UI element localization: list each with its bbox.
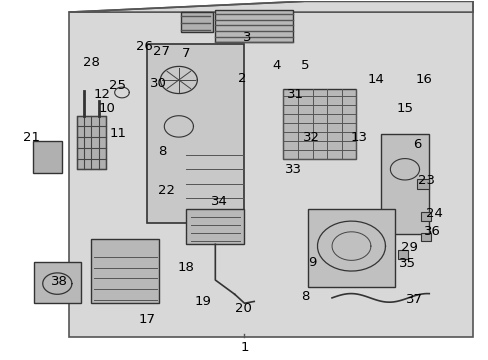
Text: 33: 33 bbox=[284, 163, 301, 176]
Bar bbox=[69, 12, 472, 337]
Text: 27: 27 bbox=[153, 45, 170, 58]
Text: 23: 23 bbox=[417, 174, 434, 186]
Text: 35: 35 bbox=[398, 257, 415, 270]
Text: 22: 22 bbox=[158, 184, 175, 197]
Text: 30: 30 bbox=[150, 77, 166, 90]
Text: 7: 7 bbox=[182, 47, 190, 60]
Text: 1: 1 bbox=[240, 341, 248, 354]
Bar bbox=[215, 10, 292, 42]
Text: 28: 28 bbox=[83, 55, 100, 69]
Bar bbox=[33, 141, 62, 173]
Text: 29: 29 bbox=[401, 241, 417, 255]
Text: 11: 11 bbox=[109, 127, 126, 140]
Text: 37: 37 bbox=[406, 293, 422, 306]
Text: 8: 8 bbox=[157, 145, 166, 158]
Text: 16: 16 bbox=[415, 73, 432, 86]
Text: 17: 17 bbox=[139, 313, 156, 326]
Text: 8: 8 bbox=[301, 289, 309, 303]
Text: 19: 19 bbox=[194, 295, 211, 308]
Bar bbox=[77, 116, 106, 169]
Bar bbox=[420, 233, 430, 242]
Bar bbox=[186, 208, 244, 244]
Text: 24: 24 bbox=[425, 207, 442, 220]
Bar bbox=[397, 249, 407, 258]
Bar bbox=[380, 134, 428, 234]
Text: 14: 14 bbox=[366, 73, 384, 86]
Text: 26: 26 bbox=[136, 40, 153, 53]
Text: 31: 31 bbox=[286, 88, 304, 101]
Text: 15: 15 bbox=[396, 102, 413, 115]
Text: 4: 4 bbox=[271, 59, 280, 72]
Text: 9: 9 bbox=[308, 256, 316, 269]
Bar bbox=[420, 212, 430, 221]
Bar bbox=[34, 262, 81, 303]
Text: 21: 21 bbox=[23, 131, 40, 144]
Bar bbox=[91, 239, 159, 303]
Bar bbox=[283, 89, 356, 158]
Bar bbox=[181, 12, 212, 32]
Text: 2: 2 bbox=[237, 72, 246, 85]
Bar bbox=[307, 208, 394, 287]
Text: 18: 18 bbox=[177, 261, 194, 274]
Bar bbox=[416, 179, 428, 189]
Text: 36: 36 bbox=[424, 225, 440, 238]
Text: 38: 38 bbox=[51, 275, 68, 288]
Polygon shape bbox=[69, 1, 472, 12]
Text: 3: 3 bbox=[242, 31, 251, 44]
Text: 12: 12 bbox=[93, 88, 110, 101]
Text: 13: 13 bbox=[349, 131, 366, 144]
Text: 20: 20 bbox=[235, 302, 251, 315]
Text: 10: 10 bbox=[99, 102, 116, 115]
Text: 6: 6 bbox=[412, 138, 421, 151]
Text: 5: 5 bbox=[301, 59, 309, 72]
Text: 32: 32 bbox=[303, 131, 320, 144]
Text: 25: 25 bbox=[108, 79, 125, 92]
Text: 34: 34 bbox=[210, 195, 227, 208]
Bar bbox=[147, 44, 244, 223]
